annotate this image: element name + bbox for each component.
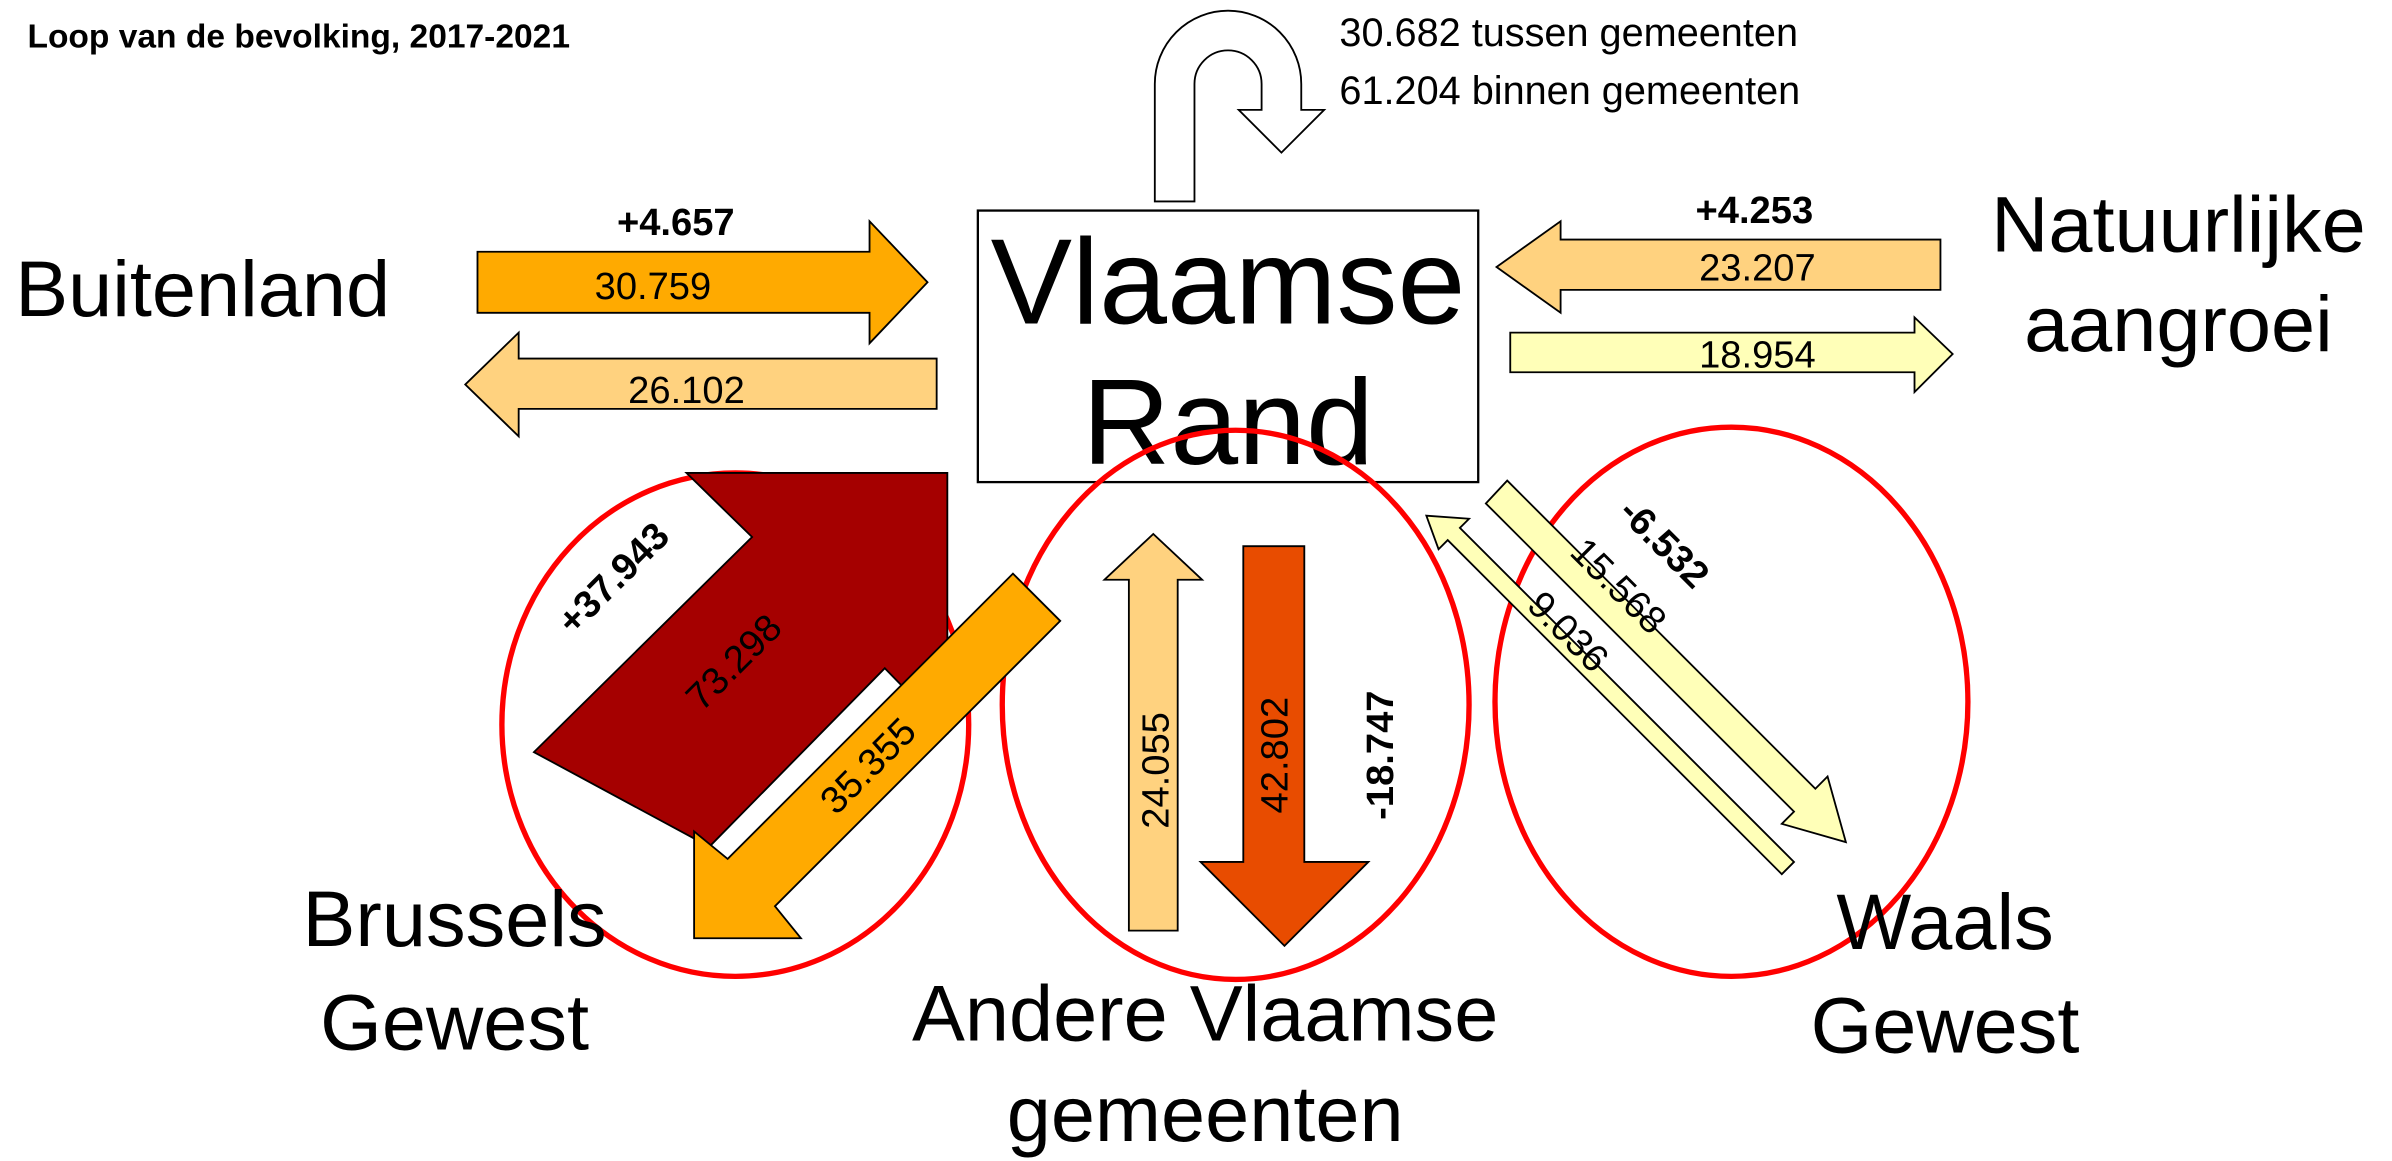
- center-label: Vlaamse: [991, 213, 1466, 349]
- node-label: Natuurlijke: [1991, 180, 2366, 269]
- internal-label: 61.204 binnen gemeenten: [1339, 69, 1800, 113]
- center-label: Rand: [1082, 354, 1374, 490]
- node-label: Gewest: [1811, 981, 2080, 1070]
- node-label: Andere Vlaamse: [912, 968, 1498, 1057]
- ring: [999, 427, 1472, 983]
- net-label: -18.747: [1359, 691, 1402, 820]
- center-box: [976, 209, 1480, 484]
- outflow-arrow: [1198, 545, 1371, 948]
- inflow-label: 30.759: [595, 265, 712, 308]
- internal-label: 30.682 tussen gemeenten: [1339, 11, 1798, 55]
- node-label: Gewest: [320, 978, 589, 1067]
- outflow-arrow: [463, 330, 938, 439]
- outflow-arrow: [1509, 315, 1954, 395]
- inflow-arrow: [1494, 219, 1942, 315]
- inflow-arrow: [1425, 514, 1796, 876]
- node-label: Buitenland: [15, 244, 390, 333]
- node-label: gemeenten: [1007, 1069, 1404, 1158]
- internal-loop-arrow: [1153, 9, 1327, 203]
- inflow-label: 24.055: [1135, 712, 1178, 829]
- outflow-arrow: [1484, 479, 1848, 844]
- outflow-label: 42.802: [1254, 697, 1297, 814]
- inflow-arrow: [476, 218, 929, 346]
- net-label: +4.657: [617, 201, 735, 244]
- net-label: +4.253: [1696, 189, 1814, 232]
- node-label: aangroei: [2024, 279, 2333, 368]
- net-label: +37.943: [549, 514, 678, 643]
- node-label: Brussels: [303, 874, 607, 963]
- node-label: Waals: [1836, 877, 2053, 966]
- inflow-label: 23.207: [1699, 247, 1816, 290]
- inflow-arrow: [1102, 532, 1205, 932]
- outflow-label: 26.102: [628, 369, 745, 412]
- outflow-arrow: [693, 572, 1062, 940]
- inflow-arrow: [532, 472, 949, 848]
- title: Loop van de bevolking, 2017-2021: [27, 18, 570, 55]
- ring: [1492, 424, 1971, 980]
- outflow-label: 18.954: [1699, 334, 1816, 377]
